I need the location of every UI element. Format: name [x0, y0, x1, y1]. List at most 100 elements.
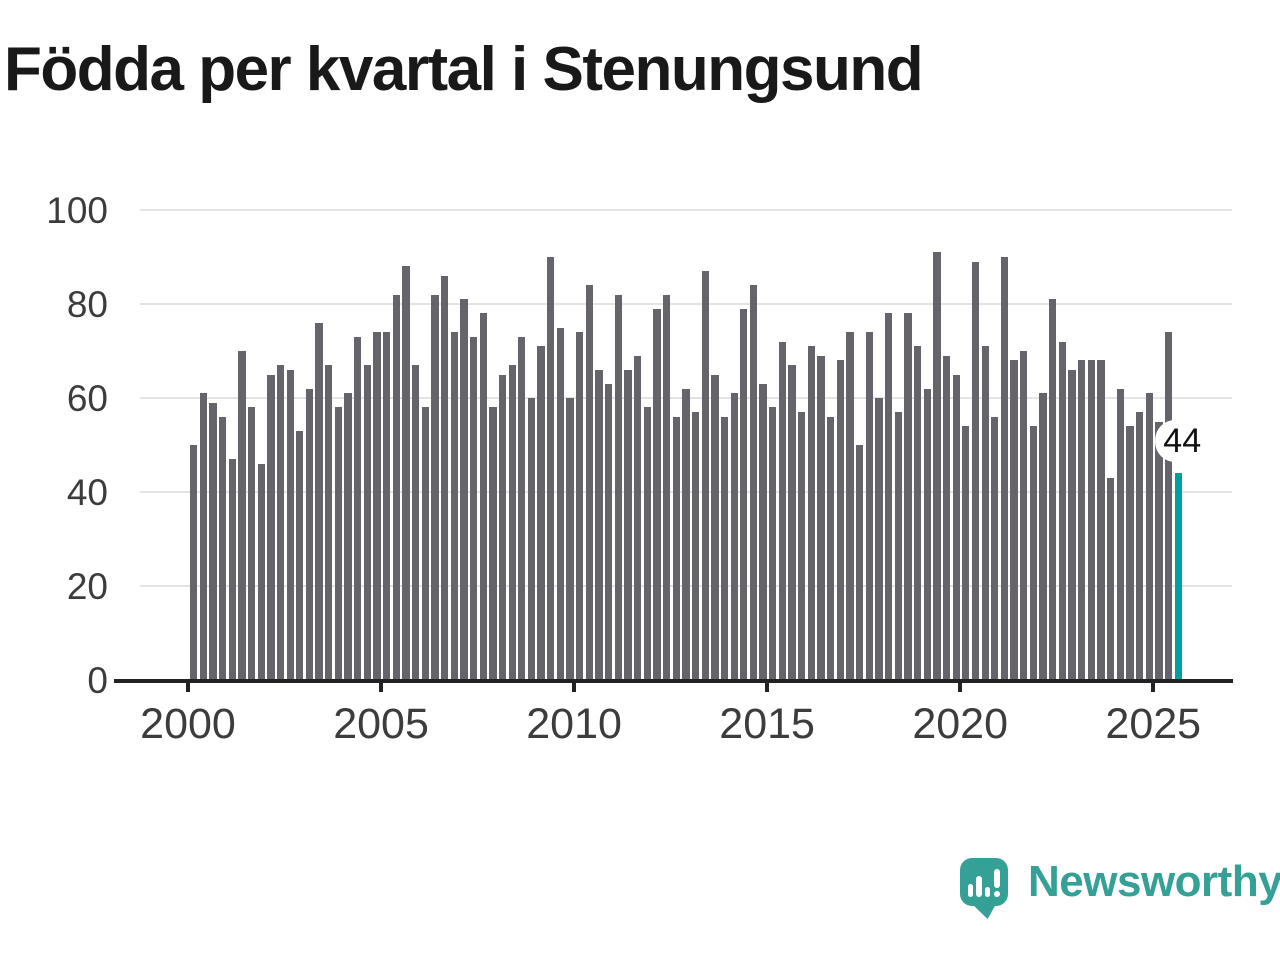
bar-2012-q4 [682, 388, 690, 680]
bar-2013-q2 [701, 271, 709, 680]
bar-2023-q3 [1097, 360, 1105, 680]
bar-2007-q4 [489, 407, 497, 680]
bar-2020-q1 [962, 426, 970, 680]
bar-2012-q3 [672, 416, 680, 680]
exclamation-stick [993, 869, 1000, 888]
x-tick-label-2020: 2020 [912, 700, 1009, 748]
bar-2014-q4 [759, 383, 767, 680]
bar-2025-q2 [1164, 332, 1173, 680]
bar-2022-q4 [1068, 369, 1076, 680]
bar-2018-q4 [913, 346, 922, 680]
bar-2000-q1 [190, 445, 198, 680]
bar-2005-q4 [412, 365, 420, 680]
mini-bar-2 [976, 876, 982, 897]
bar-2011-q4 [643, 407, 651, 680]
bar-2009-q2 [547, 257, 555, 680]
bar-2005-q3 [402, 266, 410, 680]
bar-2001-q1 [228, 459, 236, 680]
bar-2000-q3 [209, 402, 217, 680]
bar-2023-q4 [1106, 477, 1115, 680]
bar-2024-q1 [1116, 388, 1124, 680]
bar-2017-q1 [846, 332, 854, 680]
bar-2007-q1 [460, 299, 468, 680]
y-tick-label: 80 [66, 284, 108, 325]
bar-2023-q2 [1087, 360, 1095, 680]
bar-2006-q2 [431, 294, 439, 680]
brand-name: Newsworthy [1028, 857, 1280, 906]
newsworthy-speech-bubble-chart-icon [960, 858, 1008, 919]
mini-bar-3 [984, 887, 990, 897]
bar-2000-q4 [218, 416, 227, 680]
bar-2021-q1 [1000, 257, 1009, 680]
bar-2022-q2 [1049, 299, 1057, 680]
x-tick-label-2015: 2015 [719, 700, 815, 748]
x-tick [958, 680, 963, 692]
x-tick-label-2000: 2000 [140, 700, 236, 748]
bar-2004-q3 [363, 365, 372, 680]
x-tick-label-2005: 2005 [333, 700, 429, 748]
bar-2013-q4 [720, 416, 729, 680]
bar-2017-q4 [875, 398, 883, 680]
bar-2019-q3 [942, 355, 951, 680]
bar-2018-q3 [904, 313, 912, 680]
bar-2012-q1 [653, 308, 661, 680]
bar-2021-q3 [1020, 351, 1028, 680]
bar-2019-q2 [933, 252, 941, 680]
bar-2004-q2 [354, 336, 362, 680]
exclamation-dot [993, 891, 1000, 897]
bar-2010-q2 [585, 285, 594, 680]
speech-bubble-tail [972, 904, 996, 919]
bar-2009-q3 [556, 327, 565, 680]
bar-2002-q3 [286, 369, 294, 680]
bar-2016-q4 [836, 360, 844, 680]
bar-2006-q4 [450, 332, 458, 680]
bar-2025-q1 [1155, 421, 1163, 680]
bar-2000-q2 [199, 393, 207, 680]
bar-2015-q1 [769, 407, 777, 680]
bar-2013-q3 [711, 374, 719, 680]
bar-2015-q3 [788, 365, 796, 680]
bar-2004-q1 [344, 393, 352, 680]
bar-2020-q3 [981, 346, 989, 680]
y-tick-label: 100 [46, 190, 108, 231]
bar-2020-q4 [991, 416, 999, 680]
x-tick [379, 680, 384, 692]
plot-area: 0 20 40 60 80 100 2000 2005 2010 2015 2020 2025 44 [46, 192, 1233, 748]
bar-2024-q3 [1135, 412, 1144, 680]
bar-2007-q2 [469, 336, 478, 680]
bar-2017-q3 [865, 332, 873, 680]
mini-bar-chart-and-exclamation [968, 866, 1000, 897]
bar-2016-q1 [807, 346, 816, 680]
bar-2003-q3 [325, 365, 333, 680]
bar-2015-q2 [778, 341, 787, 680]
bar-2011-q2 [624, 369, 632, 680]
bar-2003-q1 [305, 388, 314, 680]
x-axis-line [114, 679, 1233, 683]
bar-2024-q2 [1126, 426, 1134, 680]
bar-2022-q1 [1039, 393, 1047, 680]
bar-2014-q2 [740, 308, 748, 680]
bar-2014-q3 [749, 285, 758, 680]
bar-2015-q4 [798, 412, 806, 680]
branding: Newsworthy [960, 857, 1280, 919]
y-tick-label: 60 [66, 378, 108, 419]
chart-title: Födda per kvartal i Stenungsund [4, 35, 924, 104]
bar-2013-q1 [691, 412, 700, 680]
y-tick-label: 40 [66, 472, 108, 513]
bar-2006-q1 [421, 407, 429, 680]
exclamation-icon [993, 869, 1000, 897]
value-annotation: 44 [1155, 420, 1210, 463]
bar-2011-q3 [634, 355, 642, 680]
bar-2018-q2 [894, 412, 902, 680]
bar-2017-q2 [856, 445, 864, 680]
bar-2012-q2 [662, 294, 671, 680]
bar-2019-q1 [923, 388, 931, 680]
bar-2004-q4 [373, 332, 381, 680]
bar-2008-q4 [527, 398, 536, 680]
y-tick-label: 0 [87, 660, 108, 701]
bar-2002-q1 [267, 374, 275, 680]
bar-2016-q2 [817, 355, 825, 680]
bar-2020-q2 [971, 261, 980, 680]
bar-2023-q1 [1078, 360, 1086, 680]
bar-2021-q4 [1029, 426, 1038, 680]
